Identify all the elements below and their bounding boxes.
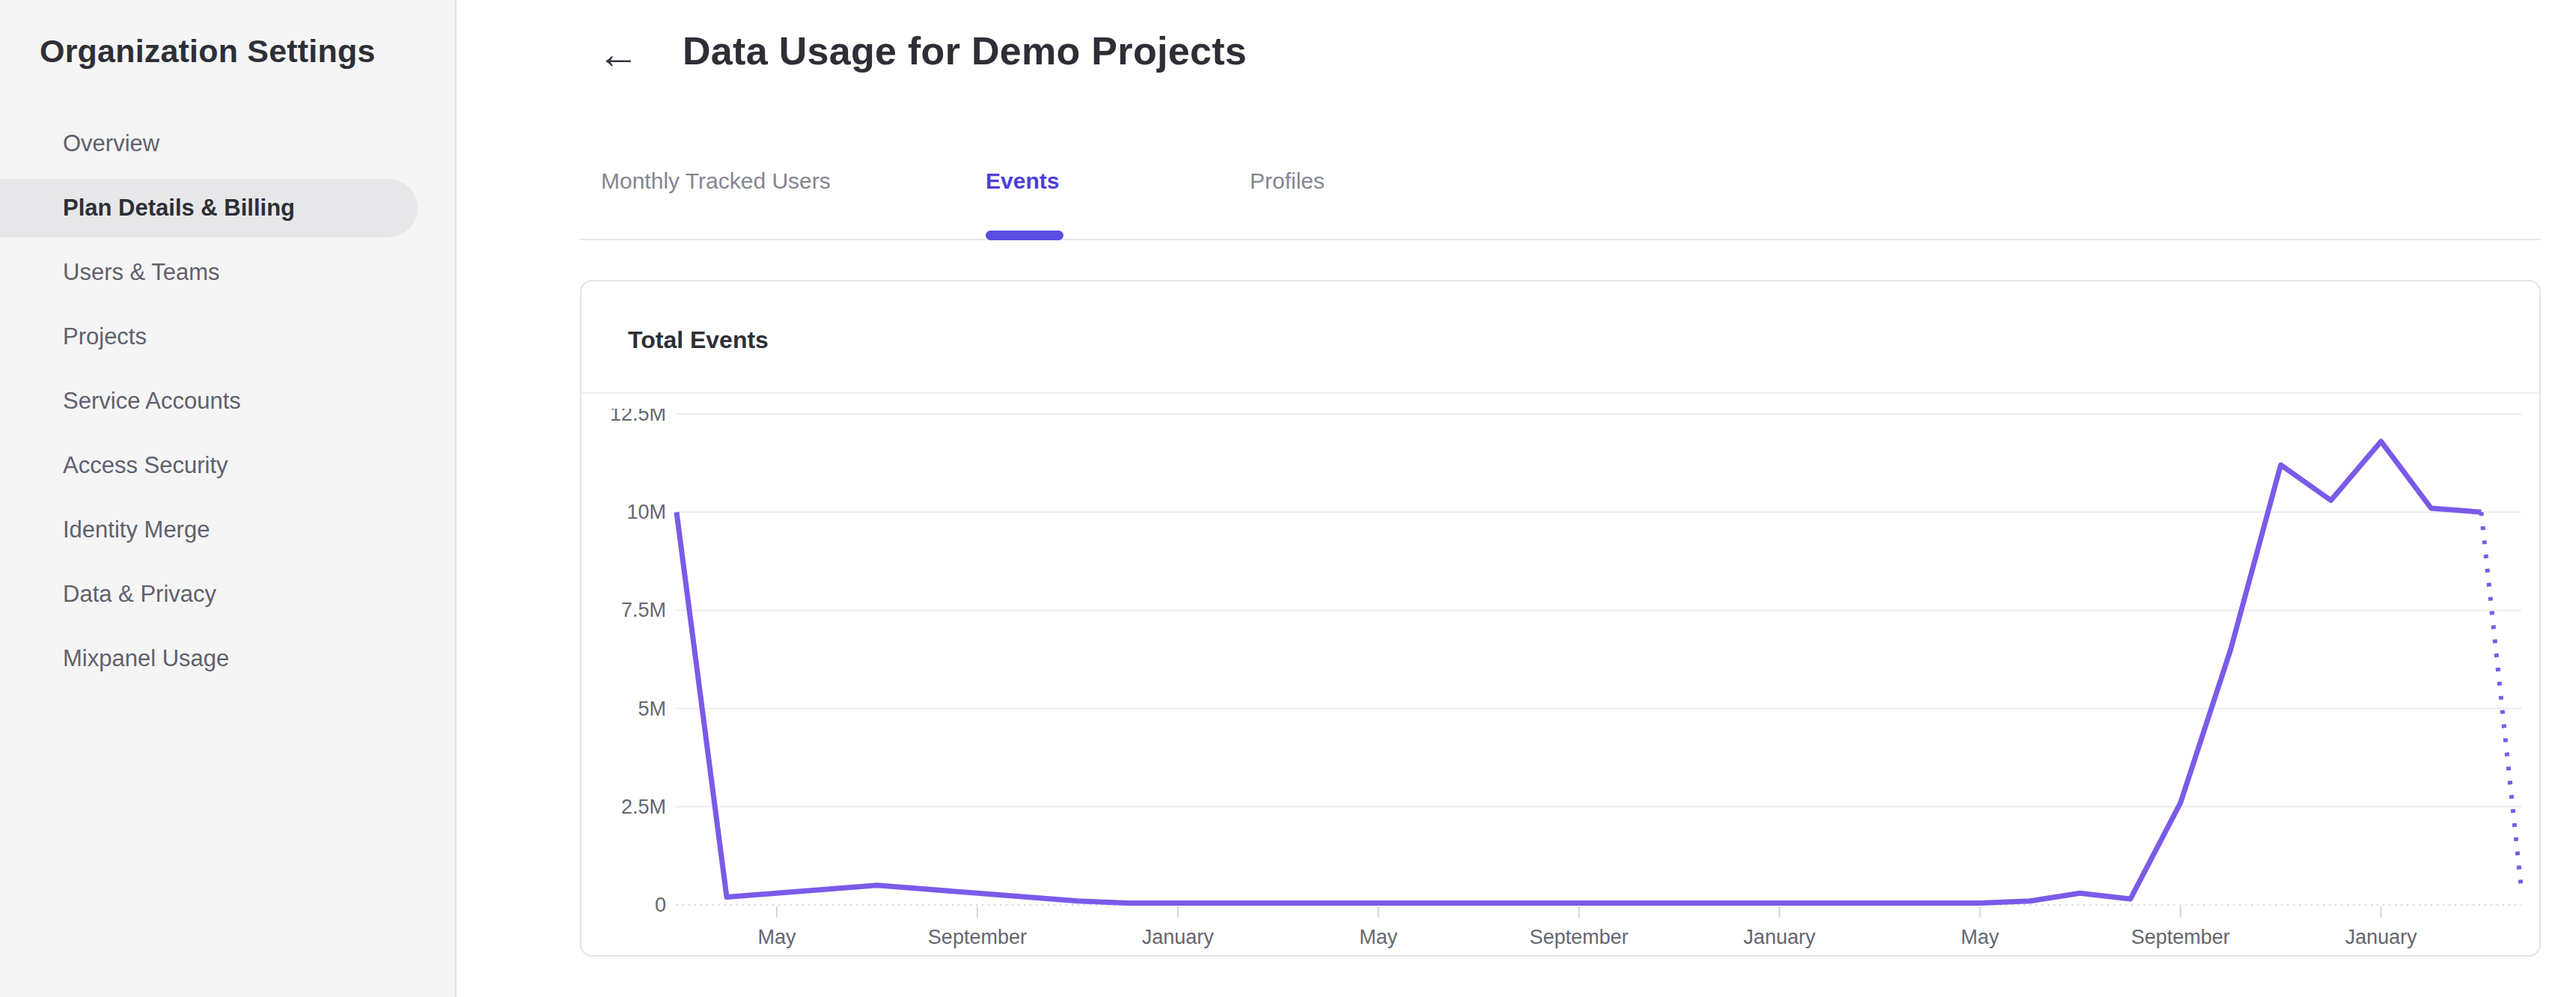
chart-svg: 12.5M 10M 7.5M 5M 2.5M 0 May September January Ma… xyxy=(594,409,2529,955)
organization-settings-page: Organization Settings Overview Plan Deta… xyxy=(0,0,2576,997)
sidebar-nav: Overview Plan Details & Billing Users & … xyxy=(0,112,457,691)
y-axis-label: 0 xyxy=(655,894,666,916)
sidebar-item-service-accounts[interactable]: Service Accounts xyxy=(0,369,457,433)
tab-profiles[interactable]: Profiles xyxy=(1250,168,1325,194)
sidebar-item-mixpanel-usage[interactable]: Mixpanel Usage xyxy=(0,626,457,691)
y-axis-label: 12.5M xyxy=(610,409,666,425)
events-line-series xyxy=(677,442,2481,903)
card-divider xyxy=(582,392,2539,394)
sidebar-item-plan-details-billing[interactable]: Plan Details & Billing xyxy=(0,176,457,240)
x-axis-label: September xyxy=(1530,926,1629,948)
x-axis-label: January xyxy=(1744,926,1816,948)
x-axis-label: January xyxy=(2345,926,2417,948)
chart-title: Total Events xyxy=(628,326,769,354)
x-axis-label: May xyxy=(1359,926,1398,948)
back-arrow-icon[interactable]: ← xyxy=(591,27,645,81)
page-title: Data Usage for Demo Projects xyxy=(683,28,1247,73)
settings-sidebar: Organization Settings Overview Plan Deta… xyxy=(0,0,457,997)
sidebar-item-data-privacy[interactable]: Data & Privacy xyxy=(0,562,457,626)
sidebar-title: Organization Settings xyxy=(40,33,376,70)
main-content: ← Data Usage for Demo Projects Monthly T… xyxy=(458,0,2576,997)
sidebar-item-access-security[interactable]: Access Security xyxy=(0,433,457,498)
sidebar-item-users-teams[interactable]: Users & Teams xyxy=(0,240,457,305)
active-tab-indicator xyxy=(986,231,1063,240)
total-events-card: Total Events 12.5M 10M 7.5M 5M 2.5M 0 May Septe… xyxy=(580,280,2541,957)
x-axis-label: September xyxy=(928,926,1027,948)
events-line-dotted-segment xyxy=(2481,512,2521,889)
y-axis-label: 7.5M xyxy=(621,599,666,621)
y-axis-label: 2.5M xyxy=(621,796,666,818)
sidebar-item-projects[interactable]: Projects xyxy=(0,305,457,369)
tab-monthly-tracked-users[interactable]: Monthly Tracked Users xyxy=(601,168,831,194)
x-axis-label: January xyxy=(1142,926,1215,948)
tabs-divider xyxy=(580,239,2541,240)
x-axis-label: September xyxy=(2131,926,2229,948)
sidebar-item-identity-merge[interactable]: Identity Merge xyxy=(0,498,457,562)
sidebar-item-overview[interactable]: Overview xyxy=(0,112,457,176)
total-events-line-chart[interactable]: 12.5M 10M 7.5M 5M 2.5M 0 May September January Ma… xyxy=(594,409,2529,955)
x-axis-label: May xyxy=(757,926,796,948)
x-axis-label: May xyxy=(1961,926,2000,948)
y-axis-label: 10M xyxy=(626,501,666,523)
tab-events[interactable]: Events xyxy=(986,168,1059,194)
y-axis-label: 5M xyxy=(638,698,666,720)
